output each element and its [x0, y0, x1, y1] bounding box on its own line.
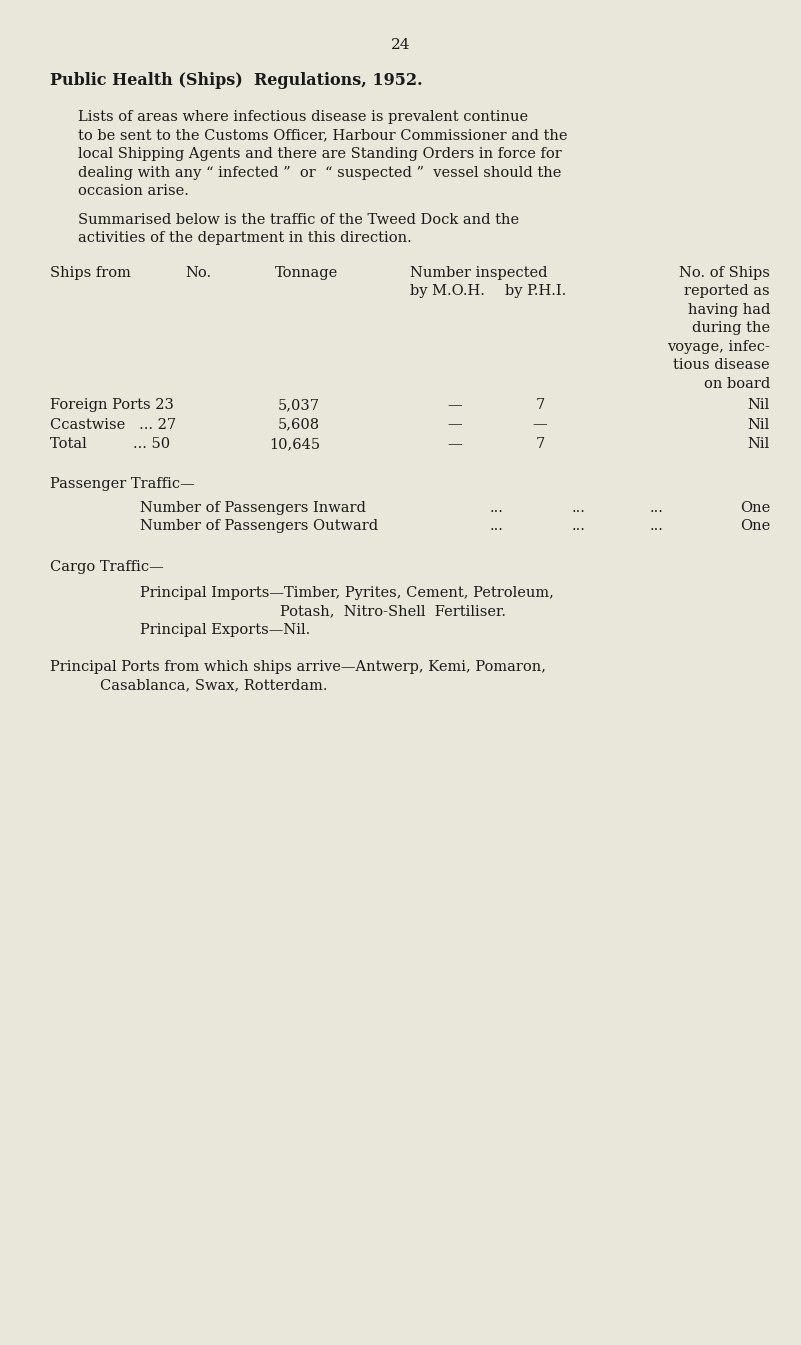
- Text: ...: ...: [650, 500, 664, 515]
- Text: 5,037: 5,037: [278, 398, 320, 412]
- Text: 7: 7: [535, 398, 545, 412]
- Text: local Shipping Agents and there are Standing Orders in force for: local Shipping Agents and there are Stan…: [78, 147, 562, 161]
- Text: on board: on board: [704, 377, 770, 390]
- Text: during the: during the: [692, 321, 770, 335]
- Text: by P.H.I.: by P.H.I.: [505, 284, 566, 299]
- Text: One: One: [740, 500, 770, 515]
- Text: dealing with any “ infected ”  or  “ suspected ”  vessel should the: dealing with any “ infected ” or “ suspe…: [78, 165, 562, 179]
- Text: 7: 7: [535, 437, 545, 451]
- Text: Potash,  Nitro-Shell  Fertiliser.: Potash, Nitro-Shell Fertiliser.: [280, 604, 506, 619]
- Text: ...: ...: [650, 519, 664, 533]
- Text: Number of Passengers Outward: Number of Passengers Outward: [140, 519, 378, 533]
- Text: by M.O.H.: by M.O.H.: [410, 284, 485, 299]
- Text: Cargo Traffic—: Cargo Traffic—: [50, 560, 163, 574]
- Text: activities of the department in this direction.: activities of the department in this dir…: [78, 231, 412, 245]
- Text: ...: ...: [572, 519, 586, 533]
- Text: Number inspected: Number inspected: [410, 265, 548, 280]
- Text: Principal Exports—Nil.: Principal Exports—Nil.: [140, 623, 310, 636]
- Text: Summarised below is the traffic of the Tweed Dock and the: Summarised below is the traffic of the T…: [78, 213, 519, 226]
- Text: Foreign Ports 23: Foreign Ports 23: [50, 398, 174, 412]
- Text: One: One: [740, 519, 770, 533]
- Text: —: —: [533, 417, 547, 432]
- Text: reported as: reported as: [684, 284, 770, 299]
- Text: occasion arise.: occasion arise.: [78, 184, 189, 198]
- Text: No.: No.: [185, 265, 211, 280]
- Text: Number of Passengers Inward: Number of Passengers Inward: [140, 500, 366, 515]
- Text: 5,608: 5,608: [278, 417, 320, 432]
- Text: Nil: Nil: [748, 417, 770, 432]
- Text: Nil: Nil: [748, 398, 770, 412]
- Text: 24: 24: [391, 38, 410, 52]
- Text: No. of Ships: No. of Ships: [679, 265, 770, 280]
- Text: —: —: [448, 417, 462, 432]
- Text: Ccastwise   ... 27: Ccastwise ... 27: [50, 417, 176, 432]
- Text: having had: having had: [687, 303, 770, 316]
- Text: ...: ...: [490, 519, 504, 533]
- Text: —: —: [448, 398, 462, 412]
- Text: Tonnage: Tonnage: [275, 265, 338, 280]
- Text: Principal Imports—Timber, Pyrites, Cement, Petroleum,: Principal Imports—Timber, Pyrites, Cemen…: [140, 585, 553, 600]
- Text: Lists of areas where infectious disease is prevalent continue: Lists of areas where infectious disease …: [78, 110, 528, 124]
- Text: ...: ...: [572, 500, 586, 515]
- Text: 10,645: 10,645: [269, 437, 320, 451]
- Text: to be sent to the Customs Officer, Harbour Commissioner and the: to be sent to the Customs Officer, Harbo…: [78, 129, 567, 143]
- Text: Ships from: Ships from: [50, 265, 131, 280]
- Text: Casablanca, Swax, Rotterdam.: Casablanca, Swax, Rotterdam.: [100, 678, 328, 693]
- Text: Nil: Nil: [748, 437, 770, 451]
- Text: —: —: [448, 437, 462, 451]
- Text: Total          ... 50: Total ... 50: [50, 437, 170, 451]
- Text: ...: ...: [490, 500, 504, 515]
- Text: Principal Ports from which ships arrive—Antwerp, Kemi, Pomaron,: Principal Ports from which ships arrive—…: [50, 659, 546, 674]
- Text: voyage, infec-: voyage, infec-: [667, 339, 770, 354]
- Text: Passenger Traffic—: Passenger Traffic—: [50, 476, 195, 491]
- Text: tious disease: tious disease: [674, 358, 770, 373]
- Text: Public Health (Ships)  Regulations, 1952.: Public Health (Ships) Regulations, 1952.: [50, 73, 423, 89]
